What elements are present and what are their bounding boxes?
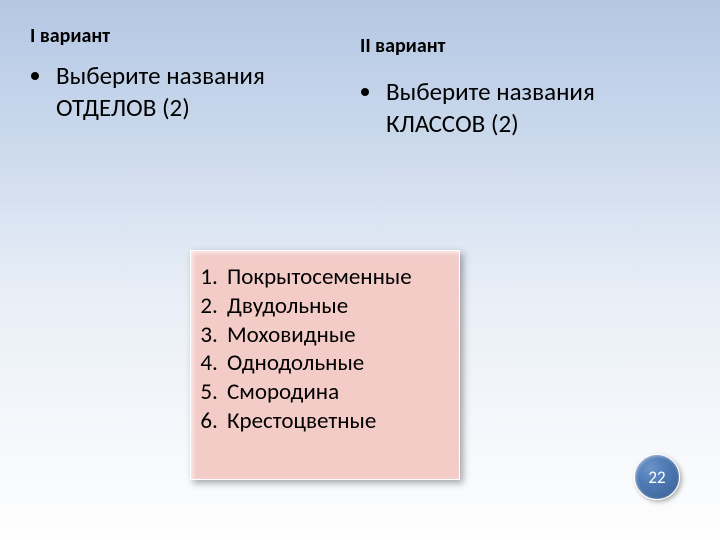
option-item: Однодольные (223, 349, 449, 378)
variant-1-instruction: Выберите названия ОТДЕЛОВ (2) (54, 60, 350, 124)
variant-2-instruction-list: Выберите названия КЛАССОВ (2) (360, 76, 690, 140)
variant-2-title: II вариант (360, 34, 690, 58)
options-box: Покрытосеменные Двудольные Моховидные Од… (190, 250, 460, 480)
options-list: Покрытосеменные Двудольные Моховидные Од… (201, 263, 449, 436)
page-number-badge: 22 (634, 454, 680, 500)
variant-2-instruction: Выберите названия КЛАССОВ (2) (384, 76, 690, 140)
option-item: Смородина (223, 378, 449, 407)
variant-1-title: I вариант (30, 24, 350, 48)
option-item: Двудольные (223, 292, 449, 321)
variant-1-instruction-list: Выберите названия ОТДЕЛОВ (2) (30, 60, 350, 124)
variant-left-column: I вариант Выберите названия ОТДЕЛОВ (2) (30, 24, 350, 124)
variant-right-column: II вариант Выберите названия КЛАССОВ (2) (360, 34, 690, 140)
option-item: Покрытосеменные (223, 263, 449, 292)
slide: I вариант Выберите названия ОТДЕЛОВ (2) … (0, 0, 720, 540)
page-number: 22 (648, 467, 665, 488)
option-item: Крестоцветные (223, 407, 449, 436)
option-item: Моховидные (223, 321, 449, 350)
